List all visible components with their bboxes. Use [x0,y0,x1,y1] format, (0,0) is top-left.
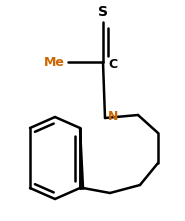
Text: C: C [108,57,117,70]
Text: N: N [108,110,118,124]
Text: S: S [98,5,108,19]
Text: Me: Me [44,57,65,69]
